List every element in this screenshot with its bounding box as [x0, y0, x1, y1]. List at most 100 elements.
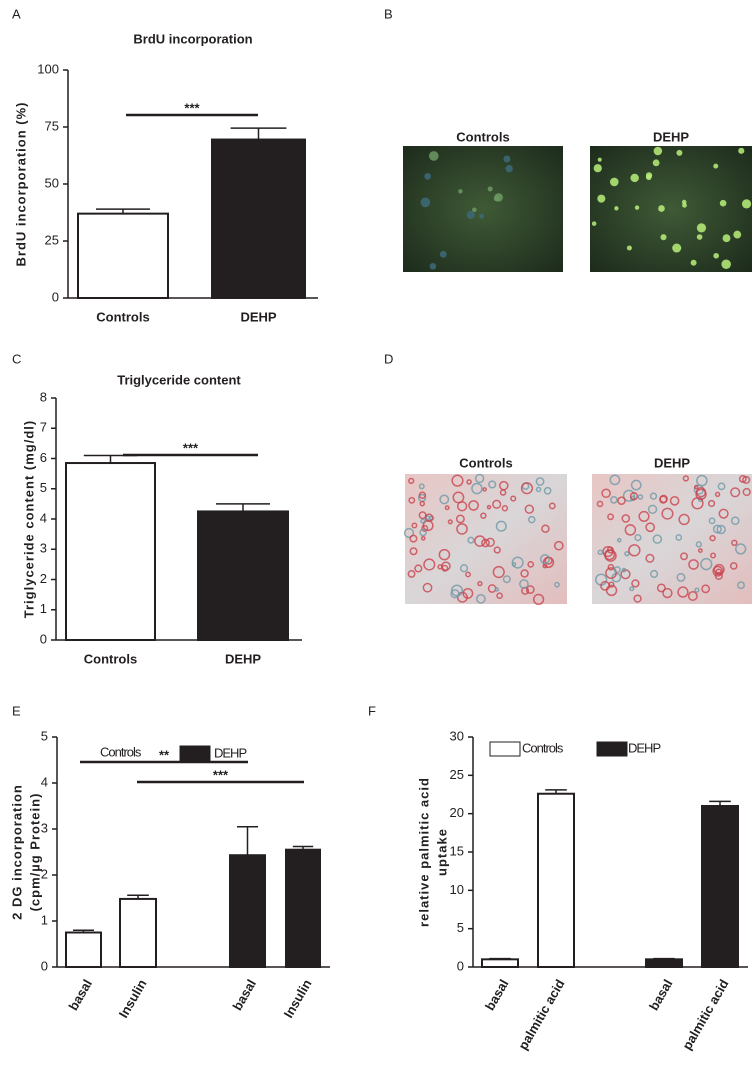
droplet [418, 491, 427, 500]
nucleus [429, 262, 437, 270]
nucleus [614, 206, 619, 211]
droplet [543, 486, 552, 495]
y-tick-label: 10 [450, 882, 464, 897]
y-tick-label: 3 [40, 541, 47, 556]
y-tick-label: 3 [41, 820, 48, 835]
y-tick-label: 1 [41, 912, 48, 927]
droplet [652, 534, 663, 544]
bar [701, 805, 739, 968]
y-tick-label: 2 [40, 571, 47, 586]
y-tick-label: 0 [40, 631, 47, 646]
droplet [730, 516, 740, 526]
droplet [638, 510, 650, 522]
nucleus [505, 164, 513, 173]
droplet [633, 594, 642, 603]
droplet [649, 492, 658, 500]
droplet [452, 491, 465, 504]
y-tick-label: 5 [457, 920, 464, 935]
droplet [409, 547, 418, 556]
nucleus [658, 205, 665, 212]
nucleus [634, 205, 640, 210]
droplet [524, 504, 535, 514]
droplet [729, 562, 738, 570]
droplet [467, 536, 475, 544]
droplet [419, 500, 426, 507]
droplet [501, 505, 509, 512]
droplet [630, 479, 642, 491]
droplet [680, 552, 688, 561]
nucleus [487, 186, 493, 192]
bar [119, 897, 157, 968]
droplet [474, 473, 485, 484]
x-tick-label: DEHP [225, 651, 261, 666]
chart-title: BrdU incorporation [133, 31, 252, 46]
droplet [694, 587, 700, 593]
nucleus [420, 197, 431, 208]
droplet [535, 477, 545, 486]
micrograph-bg [592, 474, 752, 604]
x-tick-label: Insulin [281, 977, 315, 1021]
droplet [708, 517, 716, 525]
droplet [407, 569, 416, 578]
nucleus [676, 149, 683, 156]
nucleus [682, 202, 687, 208]
droplet [482, 487, 487, 492]
bar [197, 510, 289, 641]
droplet [645, 553, 655, 563]
y-tick-label: 25 [450, 767, 464, 782]
x-tick-label: Controls [96, 309, 149, 324]
droplet [629, 586, 635, 592]
droplet [455, 514, 465, 524]
y-axis-label: uptake [434, 828, 449, 876]
droplet [411, 522, 418, 529]
nucleus [591, 221, 597, 226]
x-tick-label: basal [65, 977, 95, 1013]
droplet [548, 502, 556, 510]
droplet [709, 534, 716, 542]
panel-label: B [384, 6, 393, 21]
nucleus [428, 151, 439, 161]
droplet [621, 514, 631, 523]
y-tick-label: 20 [450, 805, 464, 820]
y-axis-label: relative palmitic acid [416, 777, 431, 927]
droplet [624, 524, 637, 536]
droplet [403, 527, 415, 539]
x-tick-label: palmitic acid [515, 977, 567, 1053]
nucleus [626, 245, 632, 251]
droplet [511, 556, 524, 569]
legend-label: DEHP [214, 745, 246, 760]
y-axis-label: BrdU incorporation (%) [13, 102, 28, 267]
droplet [624, 550, 630, 557]
droplet [688, 559, 699, 570]
droplet [607, 513, 614, 521]
droplet [423, 558, 436, 571]
nucleus [733, 230, 742, 239]
x-tick-label: DEHP [240, 309, 276, 324]
droplet [408, 496, 416, 504]
image-label: DEHP [653, 129, 689, 144]
droplet [716, 524, 726, 535]
nucleus [713, 252, 719, 259]
x-tick-label: basal [646, 977, 676, 1013]
droplet [459, 564, 469, 573]
y-tick-label: 100 [37, 61, 59, 76]
y-tick-label: 4 [41, 774, 48, 789]
nucleus [653, 146, 663, 156]
x-tick-label: basal [229, 977, 259, 1013]
droplet [676, 572, 686, 582]
error-bar [216, 503, 270, 512]
droplet [687, 591, 698, 601]
droplet [465, 571, 471, 578]
droplet [707, 499, 716, 508]
y-tick-label: 7 [40, 420, 47, 435]
y-tick-label: 0 [457, 958, 464, 973]
droplet [553, 540, 564, 551]
droplet [678, 513, 690, 526]
y-tick-label: 0 [41, 958, 48, 973]
micrograph-bg [590, 146, 752, 272]
x-tick-label: Controls [84, 651, 137, 666]
droplet [476, 593, 486, 604]
error-bar [83, 454, 138, 464]
droplet [731, 539, 738, 547]
droplet [656, 583, 666, 593]
